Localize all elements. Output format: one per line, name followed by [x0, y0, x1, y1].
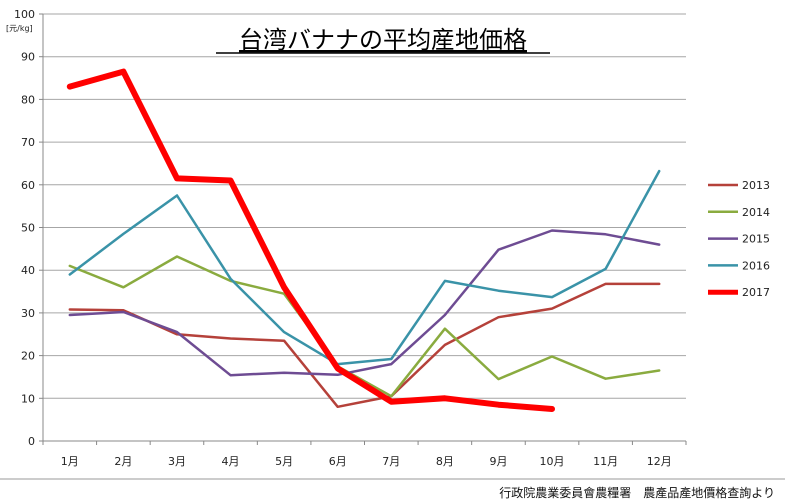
y-tick-label: 80: [21, 93, 35, 106]
x-tick-label: 5月: [275, 455, 293, 468]
x-tick-labels: 1月 2月 3月 4月 5月 6月 7月 8月 9月 10月 11月 12月: [61, 455, 672, 468]
y-tick-label: 100: [14, 8, 35, 21]
x-tick-label: 9月: [489, 455, 507, 468]
y-axis-unit: [元/kg]: [6, 24, 33, 33]
y-tick-label: 60: [21, 179, 35, 192]
y-tick-label: 70: [21, 136, 35, 149]
legend-label-2016: 2016: [742, 259, 770, 272]
x-tick-label: 3月: [168, 455, 186, 468]
source-note: 行政院農業委員會農糧署 農產品產地價格查詢より: [499, 485, 775, 500]
legend-label-2015: 2015: [742, 233, 770, 246]
series-line-2013: [68, 282, 661, 409]
x-tick-label: 11月: [593, 455, 618, 468]
legend-label-2017: 2017: [742, 286, 770, 299]
x-tick-label: 2月: [114, 455, 132, 468]
series-line-2014: [68, 255, 661, 398]
y-tick-label: 40: [21, 264, 35, 277]
series-line-2015: [68, 229, 661, 377]
x-tick-label: 4月: [222, 455, 240, 468]
x-tick-label: 7月: [382, 455, 400, 468]
x-tick-label: 10月: [540, 455, 565, 468]
y-tick-label: 10: [21, 392, 35, 405]
axes: [39, 13, 687, 445]
y-tick-label: 30: [21, 307, 35, 320]
grid: [43, 13, 686, 399]
x-tick-label: 12月: [647, 455, 672, 468]
y-tick-label: 20: [21, 350, 35, 363]
y-tick-label: 0: [28, 435, 35, 448]
x-tick-label: 8月: [436, 455, 454, 468]
chart-title: 台湾バナナの平均産地価格: [239, 26, 527, 54]
legend: 2013 2014 2015 2016 2017: [708, 179, 770, 299]
series-line-2016: [68, 169, 661, 366]
x-tick-label: 1月: [61, 455, 79, 468]
legend-label-2013: 2013: [742, 179, 770, 192]
series-line-2017: [66, 68, 555, 412]
series-lines: [66, 68, 661, 412]
y-tick-label: 50: [21, 222, 35, 235]
legend-label-2014: 2014: [742, 206, 770, 219]
y-tick-labels: 0 10 20 30 40 50 60 70 80 90 100: [14, 8, 35, 448]
y-tick-label: 90: [21, 51, 35, 64]
x-tick-label: 6月: [329, 455, 347, 468]
